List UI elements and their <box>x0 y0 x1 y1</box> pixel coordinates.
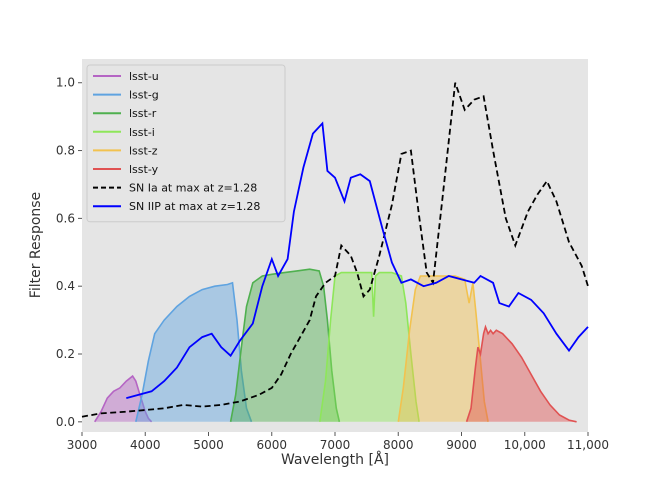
x-tick-label: 9000 <box>446 438 477 452</box>
x-axis-ticks: 3000 4000 5000 6000 7000 8000 9000 10,000 11,000 <box>67 432 609 452</box>
filter-areas <box>94 268 577 423</box>
legend: lsst-u lsst-g lsst-r lsst-i lsst-z lsst-y SN I… <box>86 64 286 223</box>
area-lsst-y <box>466 326 577 422</box>
area-edge-lsst-z <box>397 275 489 422</box>
area-edge-lsst-i <box>319 271 420 422</box>
line-sn-iip-at-max-at-z-1-28 <box>126 121 589 399</box>
x-tick-label: 11,000 <box>567 438 609 452</box>
y-tick-label: 0.8 <box>56 144 75 158</box>
y-tick-label: 1.0 <box>56 76 75 90</box>
x-tick-label: 6000 <box>256 438 287 452</box>
area-edge-lsst-r <box>229 268 341 422</box>
y-tick-label: 0.6 <box>56 211 75 225</box>
legend-label-lsst-g: lsst-g <box>129 89 159 102</box>
x-tick-label: 10,000 <box>504 438 546 452</box>
x-tick-label: 4000 <box>130 438 161 452</box>
sn-lines <box>81 82 589 418</box>
legend-box <box>86 64 286 223</box>
legend-label-lsst-y: lsst-y <box>129 163 159 176</box>
y-axis-label: Filter Response <box>28 192 44 298</box>
legend-label-lsst-i: lsst-i <box>129 126 155 139</box>
area-lsst-g <box>135 282 252 422</box>
legend-label-lsst-z: lsst-z <box>129 144 158 157</box>
y-tick-label: 0.2 <box>56 347 75 361</box>
area-lsst-i <box>319 272 420 422</box>
x-axis-label: Wavelength [Å] <box>281 451 389 468</box>
x-tick-label: 5000 <box>193 438 224 452</box>
legend-label-sn-ia-at-max-at-z-1-28: SN Ia at max at z=1.28 <box>129 182 257 195</box>
area-edge-lsst-y <box>465 324 577 423</box>
legend-label-lsst-u: lsst-u <box>129 70 159 83</box>
x-tick-label: 8000 <box>383 438 414 452</box>
x-tick-label: 7000 <box>320 438 351 452</box>
y-tick-label: 0.0 <box>56 415 75 429</box>
x-tick-label: 3000 <box>67 438 98 452</box>
legend-label-sn-iip-at-max-at-z-1-28: SN IIP at max at z=1.28 <box>129 200 260 213</box>
legend-label-lsst-r: lsst-r <box>129 107 157 120</box>
y-axis-ticks: 0.0 0.2 0.4 0.6 0.8 1.0 <box>56 76 82 429</box>
line-sn-ia-at-max-at-z-1-28 <box>81 82 589 418</box>
area-lsst-z <box>398 276 489 422</box>
area-edge-lsst-u <box>94 374 153 423</box>
y-tick-label: 0.4 <box>56 279 75 293</box>
